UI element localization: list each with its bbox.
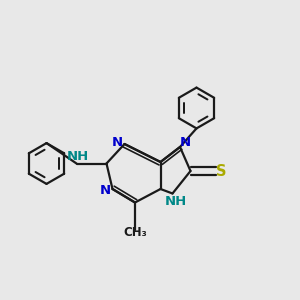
Text: S: S xyxy=(216,164,227,178)
Text: N: N xyxy=(99,184,111,197)
Text: N: N xyxy=(111,136,123,149)
Text: NH: NH xyxy=(67,149,89,163)
Text: CH₃: CH₃ xyxy=(123,226,147,239)
Text: N: N xyxy=(180,136,191,149)
Text: NH: NH xyxy=(164,195,187,208)
